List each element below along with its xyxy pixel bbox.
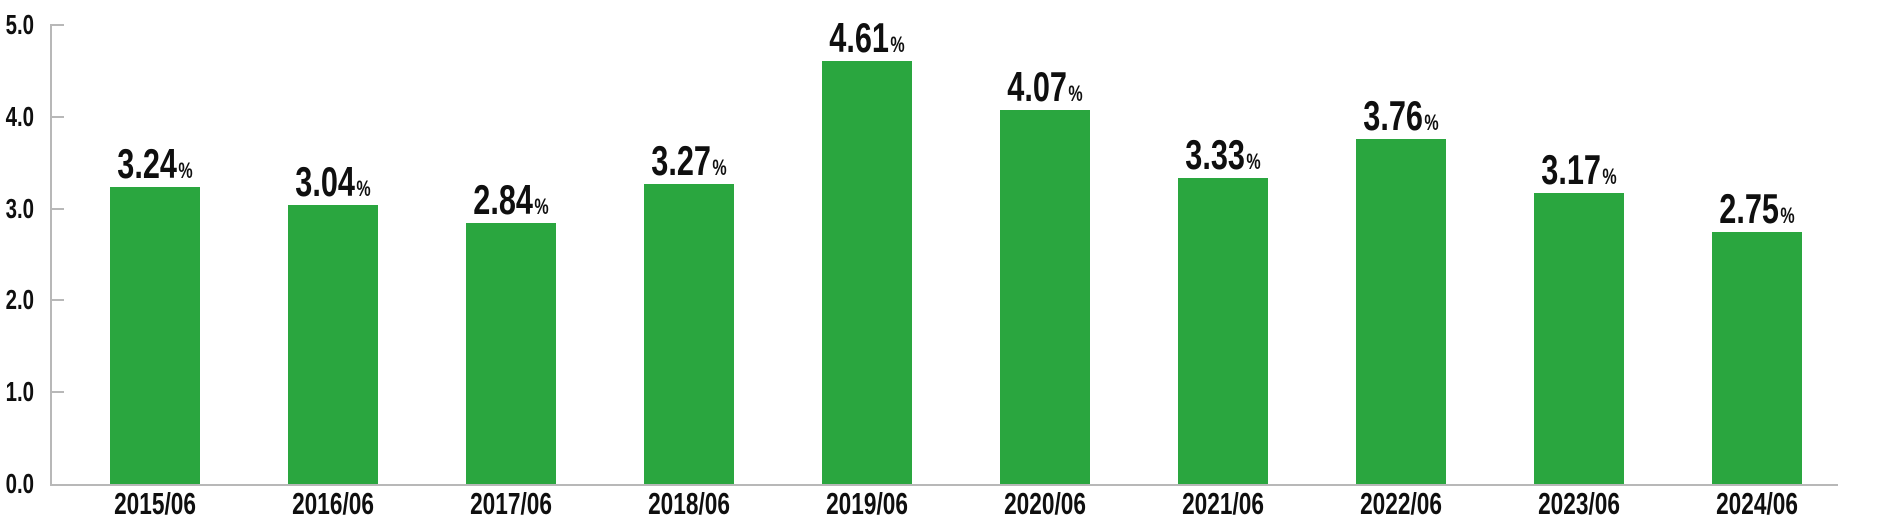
- bar-value-number: 3.24: [117, 140, 177, 187]
- x-axis-label: 2019/06: [826, 486, 908, 518]
- bar: [822, 61, 912, 484]
- bar-value-label: 3.76%: [1363, 95, 1438, 137]
- percent-sign: %: [1424, 110, 1439, 135]
- percent-sign: %: [178, 158, 193, 183]
- x-axis-label: 2017/06: [470, 486, 552, 518]
- percent-sign: %: [1602, 164, 1617, 189]
- y-axis-tick-label: 0.0: [5, 468, 34, 499]
- y-axis-tick: [50, 115, 64, 118]
- bar: [1356, 139, 1446, 484]
- bar-value-number: 4.61: [829, 14, 889, 61]
- percent-sign: %: [712, 155, 727, 180]
- x-axis-label: 2016/06: [292, 486, 374, 518]
- bar: [1712, 232, 1802, 484]
- bar-value-number: 3.04: [295, 158, 355, 205]
- y-axis-line: [50, 25, 52, 486]
- y-axis-tick-label: 2.0: [5, 284, 34, 316]
- x-axis-label: 2018/06: [648, 486, 730, 518]
- bar-value-number: 4.07: [1007, 63, 1067, 110]
- percent-sign: %: [1780, 203, 1795, 228]
- x-axis-label: 2023/06: [1538, 486, 1620, 518]
- bar-value-number: 3.33: [1185, 131, 1245, 178]
- bar-value-label: 3.17%: [1541, 149, 1616, 191]
- y-axis-labels: 0.0 1.0 2.0 3.0 4.0 5.0: [0, 0, 34, 518]
- bar: [1178, 178, 1268, 484]
- bar-value-label: 3.27%: [651, 140, 726, 182]
- bar: [466, 223, 556, 484]
- percent-sign: %: [356, 176, 371, 201]
- percent-sign: %: [1246, 149, 1261, 174]
- x-axis-label: 2015/06: [114, 486, 196, 518]
- bar-value-label: 3.33%: [1185, 134, 1260, 176]
- y-axis-tick-label: 3.0: [5, 192, 34, 224]
- bar-value-label: 2.75%: [1719, 188, 1794, 230]
- bar-value-number: 3.17: [1541, 146, 1601, 193]
- y-axis-tick: [50, 299, 64, 302]
- y-axis-tick: [50, 391, 64, 394]
- bar: [288, 205, 378, 484]
- y-axis-tick: [50, 207, 64, 210]
- x-axis-line: [50, 484, 1838, 486]
- bar-value-number: 3.76: [1363, 92, 1423, 139]
- bar-value-label: 2.84%: [473, 179, 548, 221]
- percent-sign: %: [1068, 81, 1083, 106]
- bar-value-number: 2.84: [473, 176, 533, 223]
- x-axis-label: 2021/06: [1182, 486, 1264, 518]
- bar-value-label: 4.61%: [829, 17, 904, 59]
- x-axis-label: 2020/06: [1004, 486, 1086, 518]
- bar-value-label: 3.04%: [295, 161, 370, 203]
- x-axis-label: 2022/06: [1360, 486, 1442, 518]
- x-axis-label: 2024/06: [1716, 486, 1798, 518]
- bar-value-number: 2.75: [1719, 185, 1779, 232]
- bar: [644, 184, 734, 484]
- y-axis-tick-label: 1.0: [5, 376, 34, 408]
- bar: [110, 187, 200, 484]
- bar: [1000, 110, 1090, 484]
- bar-value-label: 4.07%: [1007, 66, 1082, 108]
- y-axis-tick-label: 5.0: [5, 9, 34, 40]
- y-axis-tick-label: 4.0: [5, 100, 34, 132]
- bar-value-number: 3.27: [651, 137, 711, 184]
- percent-sign: %: [534, 194, 549, 219]
- percent-sign: %: [890, 32, 905, 57]
- bar: [1534, 193, 1624, 484]
- bar-value-label: 3.24%: [117, 143, 192, 185]
- y-axis-tick: [50, 24, 64, 26]
